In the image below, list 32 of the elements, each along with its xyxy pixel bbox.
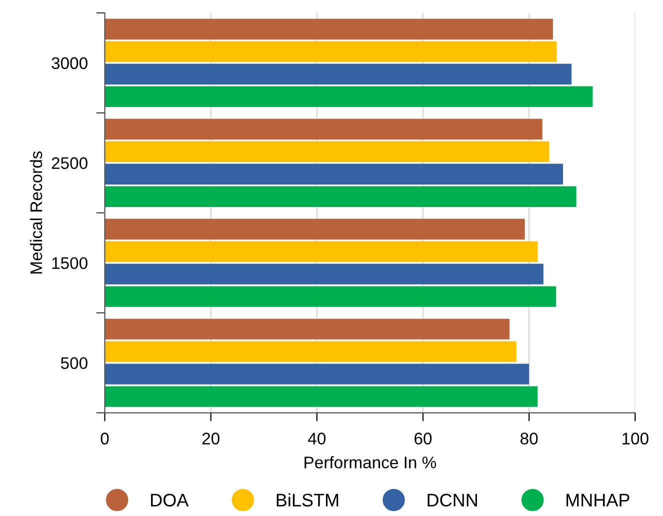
x-tick-label: 80	[520, 432, 538, 444]
bar	[104, 18, 553, 40]
x-tick-label: 60	[414, 432, 432, 444]
x-tick-label: 40	[308, 432, 326, 444]
x-tick-label: 100	[622, 432, 648, 444]
y-tick-label: 1500	[52, 257, 88, 270]
bar	[104, 386, 538, 407]
y-tick-label: 2500	[52, 157, 88, 170]
bar	[104, 341, 516, 362]
y-tick-label: 3000	[52, 57, 88, 70]
bar	[104, 364, 530, 384]
bar	[104, 218, 525, 240]
legend-label: DOA	[151, 494, 189, 506]
bar	[104, 318, 510, 340]
bar	[104, 141, 550, 162]
legend-label: MNHAP	[566, 494, 630, 506]
bar	[104, 86, 593, 107]
bar	[104, 286, 556, 307]
x-axis-title: Performance In %	[304, 456, 436, 468]
bar	[104, 164, 564, 184]
bar	[104, 186, 576, 207]
y-axis-title: Medical Records	[30, 151, 42, 274]
x-tick-label: 0	[100, 432, 109, 444]
bar	[104, 64, 572, 84]
legend-label: DCNN	[428, 494, 477, 506]
bar	[104, 118, 542, 140]
bar	[104, 41, 557, 62]
x-tick-label: 20	[202, 432, 220, 444]
bar	[104, 264, 544, 284]
y-tick-label: 500	[60, 357, 88, 370]
legend-label: BiLSTM	[276, 493, 338, 506]
bar	[104, 241, 538, 262]
